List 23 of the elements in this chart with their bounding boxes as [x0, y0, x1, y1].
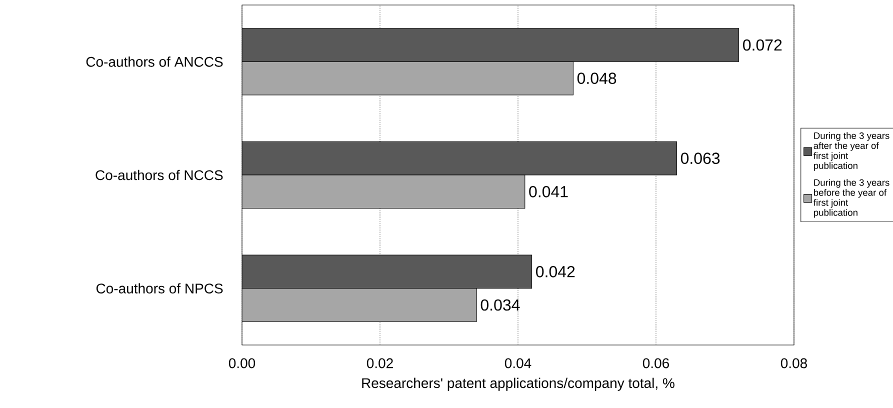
bar: [242, 254, 532, 289]
y-tick-label: Co-authors of NPCS: [96, 283, 223, 294]
bar: [242, 141, 677, 176]
legend-label: During the 3 years after the year of first joint publication: [814, 132, 890, 171]
bar: [242, 61, 574, 96]
x-axis-title: Researchers' patent applications/company total, %: [362, 378, 674, 391]
legend-label: During the 3 years before the year of first joint publication: [814, 179, 890, 218]
bar: [242, 174, 526, 209]
x-tick-label: 0.08: [780, 358, 807, 368]
y-tick-label: Co-authors of NCCS: [96, 170, 223, 180]
x-tick-label: 0.04: [504, 358, 532, 368]
bar: [242, 28, 740, 62]
data-label: 0.072: [743, 39, 782, 51]
data-label: 0.042: [536, 266, 575, 278]
x-tick-label: 0.06: [642, 358, 669, 368]
data-label: 0.041: [529, 186, 568, 198]
x-tick-label: 0.00: [228, 358, 256, 368]
bar: [242, 288, 477, 322]
data-label: 0.048: [577, 72, 616, 84]
data-label: 0.063: [680, 152, 720, 164]
data-label: 0.034: [480, 299, 520, 311]
y-tick-label: Co-authors of ANCCS: [86, 56, 223, 67]
x-tick-label: 0.02: [366, 358, 393, 368]
